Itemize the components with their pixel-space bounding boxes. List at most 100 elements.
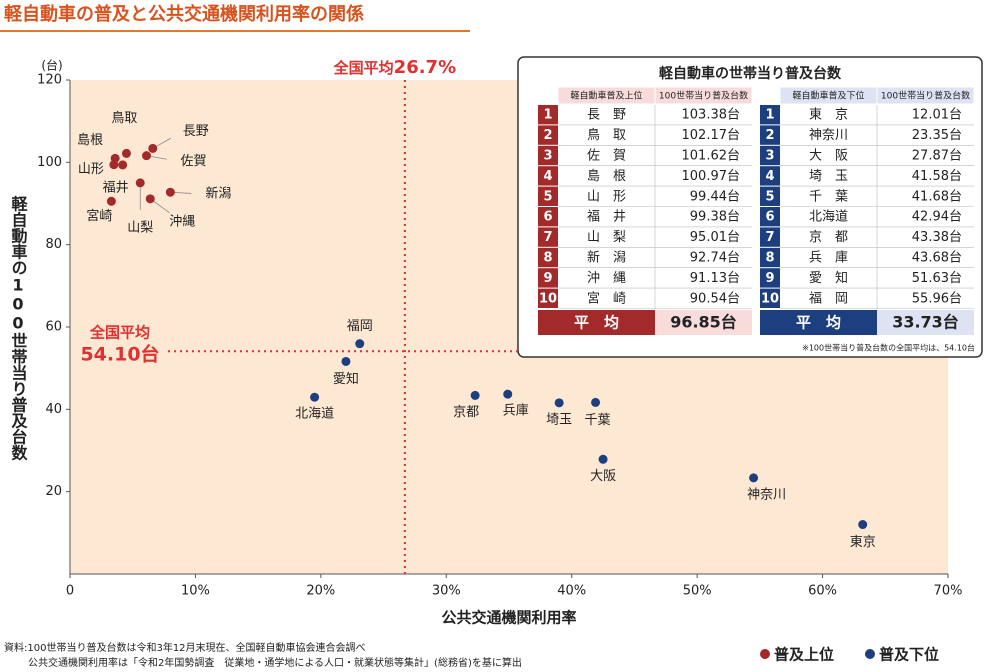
point <box>165 187 175 197</box>
rank-cell <box>760 268 780 288</box>
point-label: 京都 <box>453 405 479 420</box>
rank-text: 10 <box>761 291 779 306</box>
rank-cell <box>538 247 558 268</box>
rank-text: 10 <box>539 291 557 306</box>
inset-table: 軽自動車の世帯当り普及台数 ※100世帯当り普及台数の全国平均は、54.10台 … <box>517 56 983 358</box>
name-text: 福 岡 <box>809 291 848 306</box>
point <box>145 194 155 204</box>
point-label: 千葉 <box>585 413 611 428</box>
y-average-value: 54.10台 <box>80 343 159 366</box>
rank-text: 2 <box>543 128 552 143</box>
value-text: 103.38台 <box>682 108 741 123</box>
x-tick-label: 40% <box>557 584 586 599</box>
point-label: 沖縄 <box>169 214 195 229</box>
point-label: 宮崎 <box>86 208 112 224</box>
rank-text: 9 <box>765 271 774 286</box>
header-text: 軽自動車普及下位 <box>792 90 864 102</box>
rank-text: 3 <box>765 149 774 164</box>
name-text: 神奈川 <box>809 128 848 143</box>
rank-cell <box>760 207 780 227</box>
point-label: 長野 <box>183 124 209 139</box>
name-text: 佐 賀 <box>587 149 626 164</box>
rank-cell <box>760 105 780 125</box>
rank-cell <box>760 227 780 247</box>
value-text: 41.58台 <box>912 169 962 184</box>
point <box>341 356 351 366</box>
name-text: 京 都 <box>809 230 848 245</box>
average-label: 平 均 <box>796 314 841 332</box>
rank-text: 1 <box>765 108 774 123</box>
rank-cell <box>538 227 558 247</box>
value-text: 99.38台 <box>690 210 740 225</box>
point-label: 山梨 <box>127 220 153 235</box>
value-text: 92.74台 <box>690 251 740 266</box>
y-tick-label: 80 <box>45 237 62 252</box>
value-text: 27.87台 <box>912 149 962 164</box>
rank-cell <box>760 125 780 145</box>
rank-text: 4 <box>765 169 774 184</box>
point-label: 神奈川 <box>747 487 786 502</box>
value-text: 43.68台 <box>912 251 962 266</box>
name-text: 新 潟 <box>587 250 626 266</box>
name-text: 宮 崎 <box>587 290 626 306</box>
name-text: 北海道 <box>809 210 848 225</box>
point <box>470 390 480 400</box>
point <box>591 397 601 407</box>
point-label: 北海道 <box>295 407 334 422</box>
point <box>355 339 365 349</box>
value-text: 91.13台 <box>690 271 740 286</box>
point <box>135 178 145 188</box>
x-tick-label: 0 <box>66 584 74 599</box>
value-text: 43.38台 <box>912 230 962 245</box>
point-label: 福岡 <box>347 319 373 334</box>
rank-cell <box>538 268 558 288</box>
value-text: 55.96台 <box>912 291 962 306</box>
header-text: 軽自動車普及上位 <box>570 90 642 102</box>
rank-text: 6 <box>543 210 552 225</box>
average-label-cell <box>538 310 655 335</box>
legend-label: 普及下位 <box>879 646 939 664</box>
point-label: 兵庫 <box>503 404 529 419</box>
rank-cell <box>760 288 780 308</box>
rank-cell <box>538 166 558 186</box>
table-frame <box>517 56 983 358</box>
x-tick-label: 10% <box>181 584 210 599</box>
name-text: 長 野 <box>587 108 626 123</box>
point-label: 佐賀 <box>181 154 207 169</box>
rank-text: 2 <box>765 128 774 143</box>
rank-cell <box>760 145 780 166</box>
rank-text: 1 <box>543 108 552 123</box>
rank-text: 7 <box>765 230 774 245</box>
y-axis-label: 軽自動車の100世帯当り普及台数 <box>9 195 28 462</box>
point-label: 山形 <box>78 162 104 177</box>
point-label: 埼玉 <box>546 412 572 427</box>
point <box>109 160 119 170</box>
y-tick-label: 60 <box>45 320 62 335</box>
point <box>503 389 513 399</box>
name-text: 千 葉 <box>809 189 848 204</box>
rank-cell <box>538 145 558 166</box>
rank-cell <box>760 186 780 206</box>
name-text: 埼 玉 <box>809 169 848 184</box>
rank-text: 3 <box>543 149 552 164</box>
table-note: ※100世帯当り普及台数の全国平均は、54.10台 <box>802 343 975 353</box>
value-text: 51.63台 <box>912 271 962 286</box>
name-text: 大 阪 <box>809 149 848 164</box>
legend-label: 普及上位 <box>774 646 834 664</box>
y-tick-label: 100 <box>37 155 62 170</box>
x-tick-label: 70% <box>934 584 963 599</box>
point <box>142 151 152 161</box>
name-text: 山 梨 <box>587 230 626 245</box>
value-text: 23.35台 <box>912 128 962 143</box>
average-value-cell <box>877 310 974 335</box>
value-text: 12.01台 <box>912 108 962 123</box>
point <box>106 196 116 206</box>
point <box>148 143 158 153</box>
name-text: 福 井 <box>587 210 626 225</box>
legend-marker <box>760 649 770 659</box>
value-text: 95.01台 <box>690 230 740 245</box>
x-tick-label: 30% <box>432 584 461 599</box>
rank-cell <box>538 288 558 308</box>
x-axis-label: 公共交通機関利用率 <box>441 609 576 627</box>
